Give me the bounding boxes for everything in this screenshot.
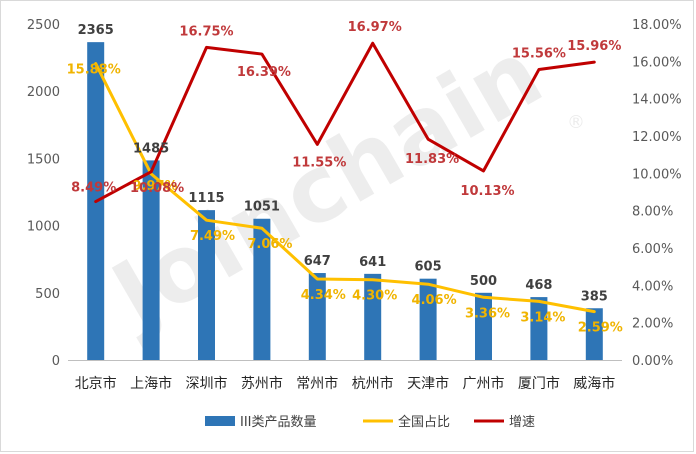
y-right-tick-label: 0.00%: [632, 354, 673, 369]
bar-7: [419, 278, 437, 360]
x-tick-label: 上海市: [130, 375, 172, 392]
legend-label: III类产品数量: [240, 415, 317, 430]
y-right-tick-label: 16.00%: [632, 55, 682, 70]
bar-data-labels: 2365 1485 1115 1051 647 641 605 500 468 385: [78, 23, 608, 304]
y-left-tick-label: 2500: [27, 18, 60, 33]
bar-data-label: 2365: [78, 23, 114, 38]
x-tick-label: 广州市: [463, 375, 505, 392]
growth-line: [94, 41, 596, 204]
bar-data-label: 500: [470, 274, 497, 289]
share-data-label: 3.14%: [520, 310, 565, 325]
bar-data-label: 641: [359, 255, 386, 270]
x-axis: 北京市 上海市 深圳市 苏州市 常州市 杭州市 天津市 广州市 厦门市 威海市: [75, 375, 616, 392]
line-data-labels: 15.88% 9.97% 7.49% 7.06% 4.34% 4.30% 4.06% 3.36…: [67, 20, 623, 335]
share-data-label: 9.97%: [133, 179, 178, 194]
share-data-label: 7.06%: [247, 237, 292, 252]
share-data-label: 3.36%: [465, 306, 510, 321]
bar-4: [253, 218, 271, 360]
growth-data-label: 10.13%: [460, 184, 514, 199]
x-tick-label: 深圳市: [186, 375, 228, 392]
growth-data-label: 15.56%: [512, 47, 566, 62]
bar-data-label: 385: [581, 289, 608, 304]
x-tick-label: 杭州市: [352, 375, 394, 392]
x-tick-label: 厦门市: [518, 375, 560, 392]
x-tick-label: 苏州市: [241, 375, 283, 392]
bar-5: [308, 273, 326, 360]
watermark-registered-mark: ®: [567, 112, 585, 133]
legend-label: 增速: [509, 415, 535, 430]
line-series: [94, 41, 596, 314]
share-data-label: 4.30%: [352, 289, 397, 304]
x-tick-label: 北京市: [75, 375, 117, 392]
share-line: [94, 62, 596, 314]
growth-data-label: 16.97%: [348, 20, 402, 35]
share-data-label: 2.59%: [578, 321, 623, 336]
x-tick-label: 常州市: [296, 375, 338, 392]
bar-8: [475, 292, 492, 360]
y-right-tick-label: 2.00%: [632, 317, 673, 332]
bar-2: [142, 160, 160, 360]
y-right-tick-label: 6.00%: [632, 242, 673, 257]
bar-data-label: 1485: [133, 141, 169, 156]
y-axis-right: 0.00% 2.00% 4.00% 6.00% 8.00% 10.00% 12.00% 14.…: [632, 18, 682, 369]
y-right-tick-label: 14.00%: [632, 93, 682, 108]
legend-label: 全国占比: [398, 414, 450, 430]
growth-data-label: 11.83%: [405, 152, 459, 167]
bar-data-label: 1051: [244, 200, 280, 215]
bar-10: [585, 308, 603, 360]
growth-data-label: 16.39%: [237, 65, 291, 80]
bar-data-label: 1115: [188, 191, 224, 206]
y-axis-left: 0 500 1000 1500 2000 2500: [27, 18, 60, 369]
y-left-tick-label: 1500: [27, 152, 60, 167]
share-data-label: 4.06%: [412, 293, 457, 308]
growth-data-label: 8.49%: [71, 181, 116, 196]
y-left-tick-label: 500: [35, 287, 60, 302]
bar-3: [198, 210, 215, 360]
growth-data-label: 11.55%: [292, 155, 346, 170]
x-tick-label: 天津市: [407, 375, 449, 392]
y-left-tick-label: 1000: [27, 220, 60, 235]
growth-data-label: 15.96%: [567, 39, 621, 54]
bar-data-label: 468: [525, 278, 552, 293]
share-data-label: 4.34%: [301, 288, 346, 303]
growth-data-label: 10.08%: [130, 181, 184, 196]
growth-data-label: 16.75%: [179, 24, 233, 39]
share-data-label: 7.49%: [190, 229, 235, 244]
x-tick-label: 威海市: [573, 375, 615, 392]
y-right-tick-label: 10.00%: [632, 167, 682, 182]
bar-data-label: 605: [415, 260, 442, 275]
legend: III类产品数量 全国占比 增速: [205, 414, 535, 430]
y-right-tick-label: 8.00%: [632, 205, 673, 220]
bar-data-label: 647: [304, 254, 331, 269]
y-left-tick-label: 2000: [27, 85, 60, 100]
legend-swatch-bar: [205, 416, 235, 426]
y-right-tick-label: 18.00%: [632, 18, 682, 33]
share-data-label: 15.88%: [67, 63, 121, 78]
y-right-tick-label: 12.00%: [632, 130, 682, 145]
y-right-tick-label: 4.00%: [632, 279, 673, 294]
y-left-tick-label: 0: [52, 354, 60, 369]
bar-6: [364, 273, 382, 360]
bar-9: [530, 297, 548, 360]
